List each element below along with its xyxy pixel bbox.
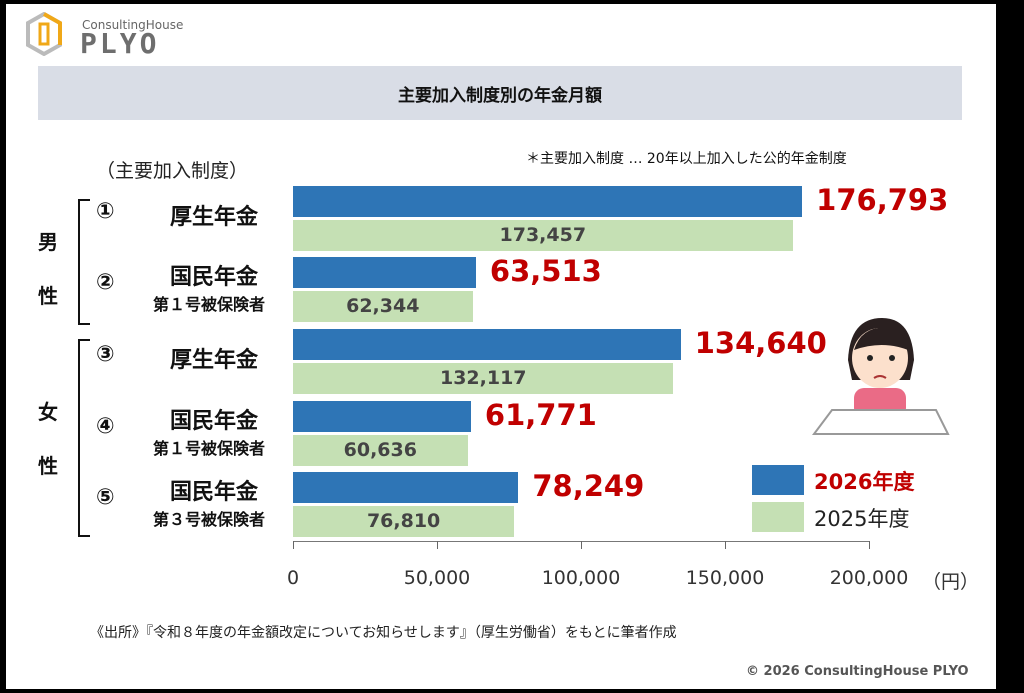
logo-name: PLYO — [80, 27, 160, 60]
group-label-male-1: 男 — [38, 230, 58, 254]
female-bracket — [78, 339, 90, 537]
value-label-2026: 61,771 — [484, 398, 597, 432]
logo-subtitle: ConsultingHouse — [82, 18, 184, 32]
category-name: 厚生年金 — [169, 348, 258, 373]
bar-2025 — [293, 291, 473, 322]
value-label-2025: 76,810 — [366, 510, 441, 532]
bar-2026 — [293, 401, 471, 432]
value-label-2026: 78,249 — [532, 469, 645, 503]
chart-title: 主要加入制度別の年金月額 — [38, 66, 962, 120]
category-header: （主要加入制度） — [96, 160, 249, 182]
worried-girl-illustration — [812, 318, 950, 435]
category-number: ④ — [96, 414, 115, 439]
category-number: ① — [96, 199, 115, 224]
chart-frame: ConsultingHouse PLYO 主要加入制度別の年金月額 ＊主要加入制… — [6, 4, 996, 689]
group-label-male-2: 性 — [38, 284, 58, 308]
category-number: ⑤ — [96, 485, 115, 510]
value-label-2025: 60,636 — [343, 439, 417, 461]
value-label-2025: 173,457 — [499, 224, 587, 246]
footnote: ＊主要加入制度 … 20年以上加入した公的年金制度 — [526, 151, 847, 167]
x-tick — [869, 541, 870, 549]
category-subname: 第１号被保険者 — [152, 439, 265, 458]
x-tick-label: 0 — [286, 567, 300, 589]
bar-2026 — [293, 472, 519, 503]
legend-swatch-2026 — [752, 465, 804, 495]
bar-2025 — [293, 435, 468, 466]
copyright: © 2026 ConsultingHouse PLYO — [746, 664, 969, 679]
bar-2025 — [293, 220, 793, 251]
group-label-female-2: 性 — [38, 454, 58, 478]
legend-label-2025: 2025年度 — [814, 507, 910, 531]
x-tick — [725, 541, 726, 549]
x-tick-label: 150,000 — [685, 567, 765, 589]
bar-2026 — [293, 257, 476, 288]
category-name: 国民年金 — [169, 265, 258, 290]
bar-2026 — [293, 329, 681, 360]
category-number: ③ — [96, 342, 115, 367]
category-name: 国民年金 — [169, 480, 258, 505]
category-name: 国民年金 — [169, 409, 258, 434]
bar-2026 — [293, 186, 803, 217]
bar-2025 — [293, 363, 674, 394]
value-label-2026: 63,513 — [489, 254, 602, 288]
legend-label-2026: 2026年度 — [814, 470, 915, 494]
value-label-2026: 134,640 — [694, 326, 827, 360]
x-unit-label: （円） — [922, 571, 980, 593]
category-number: ② — [96, 270, 115, 295]
male-bracket — [78, 199, 90, 325]
x-tick-label: 200,000 — [829, 567, 909, 589]
source-note: 《出所》『令和８年度の年金額改定についてお知らせします』（厚生労働省）をもとに筆… — [90, 625, 677, 641]
category-name: 厚生年金 — [169, 205, 258, 230]
value-label-2025: 62,344 — [346, 295, 420, 317]
x-tick — [293, 541, 294, 549]
legend-swatch-2025 — [752, 502, 804, 532]
value-label-2026: 176,793 — [816, 183, 949, 217]
category-subname: 第３号被保険者 — [152, 510, 265, 529]
plyo-logo-icon — [26, 12, 62, 56]
x-tick-label: 100,000 — [541, 567, 621, 589]
x-tick-label: 50,000 — [403, 567, 471, 589]
x-tick — [581, 541, 582, 549]
group-label-female-1: 女 — [38, 400, 58, 424]
category-subname: 第１号被保険者 — [152, 295, 265, 314]
x-tick — [437, 541, 438, 549]
value-label-2025: 132,117 — [439, 367, 527, 389]
bar-2025 — [293, 506, 515, 537]
